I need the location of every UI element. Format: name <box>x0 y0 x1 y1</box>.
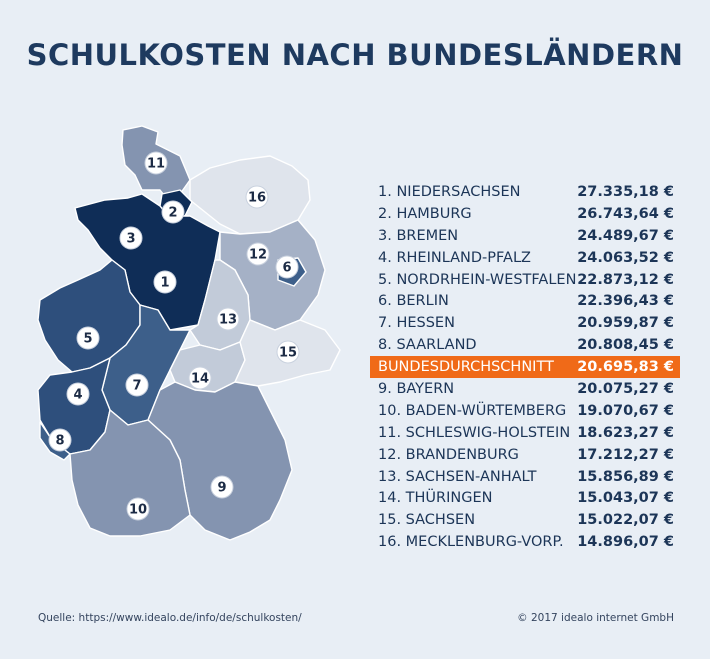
row-label: 11. SCHLESWIG-HOLSTEIN <box>378 424 571 441</box>
rank-badge-label: 14 <box>191 372 209 387</box>
rank-badge-label: 10 <box>129 503 147 518</box>
rank-badge-label: 5 <box>83 332 92 347</box>
row-label: 7. HESSEN <box>378 315 455 332</box>
row-value: 20.808,45 € <box>577 337 674 354</box>
row-label: 12. BRANDENBURG <box>378 446 519 463</box>
row-label: 10. BADEN-WÜRTEMBERG <box>378 402 567 419</box>
ranking-row: 9. BAYERN 20.075,27 € <box>370 378 680 400</box>
ranking-row: 7. HESSEN 20.959,87 € <box>370 312 680 334</box>
row-value: 20.075,27 € <box>577 380 674 397</box>
rank-badge-label: 11 <box>147 157 165 172</box>
row-label: 8. SAARLAND <box>378 337 477 354</box>
row-value: 27.335,18 € <box>577 183 674 200</box>
source-note: Quelle: https://www.idealo.de/info/de/sc… <box>38 612 302 624</box>
rank-badge-5: 5 <box>76 326 100 350</box>
row-value: 20.695,83 € <box>577 359 674 376</box>
rank-badge-14: 14 <box>188 366 212 390</box>
row-label: 14. THÜRINGEN <box>378 490 493 507</box>
average-row: BUNDESDURCHSCHNITT 20.695,83 € <box>370 356 680 379</box>
rank-badge-4: 4 <box>66 382 90 406</box>
ranking-row: 3. BREMEN 24.489,67 € <box>370 225 680 247</box>
page-title: SCHULKOSTEN NACH BUNDESLÄNDERN <box>26 38 684 72</box>
rank-badge-label: 7 <box>132 379 141 394</box>
row-value: 19.070,67 € <box>577 402 674 419</box>
row-label: 9. BAYERN <box>378 380 455 397</box>
rank-badge-9: 9 <box>210 475 234 499</box>
ranking-row: 10. BADEN-WÜRTEMBERG 19.070,67 € <box>370 400 680 422</box>
row-label: 6. BERLIN <box>378 293 449 310</box>
rank-badge-label: 6 <box>282 261 291 276</box>
row-value: 20.959,87 € <box>577 315 674 332</box>
ranking-row: 1. NIEDERSACHSEN 27.335,18 € <box>370 181 680 203</box>
rank-badge-15: 15 <box>276 340 300 364</box>
rank-badge-8: 8 <box>48 428 72 452</box>
rank-badge-10: 10 <box>126 497 150 521</box>
row-value: 15.043,07 € <box>577 490 674 507</box>
rank-badge-label: 3 <box>126 232 135 247</box>
row-value: 26.743,64 € <box>577 205 674 222</box>
rank-badge-label: 2 <box>168 206 177 221</box>
rank-badge-12: 12 <box>246 242 270 266</box>
ranking-row: 2. HAMBURG 26.743,64 € <box>370 203 680 225</box>
ranking-row: 12. BRANDENBURG 17.212,27 € <box>370 444 680 466</box>
region-10 <box>69 409 191 537</box>
row-value: 22.873,12 € <box>577 271 674 288</box>
row-value: 17.212,27 € <box>577 446 674 463</box>
row-value: 18.623,27 € <box>577 424 674 441</box>
ranking-table: 1. NIEDERSACHSEN 27.335,18 € 2. HAMBURG 26.… <box>370 181 680 553</box>
rank-badge-label: 12 <box>249 248 267 263</box>
row-value: 24.489,67 € <box>577 227 674 244</box>
rank-badge-11: 11 <box>144 151 168 175</box>
row-label: 13. SACHSEN-ANHALT <box>378 468 537 485</box>
rank-badge-6: 6 <box>275 255 299 279</box>
row-value: 15.856,89 € <box>577 468 674 485</box>
rank-badge-label: 1 <box>160 276 169 291</box>
row-label: 2. HAMBURG <box>378 205 472 222</box>
rank-badge-7: 7 <box>125 373 149 397</box>
ranking-row: 16. MECKLENBURG-VORP. 14.896,07 € <box>370 531 680 553</box>
ranking-row: 11. SCHLESWIG-HOLSTEIN 18.623,27 € <box>370 422 680 444</box>
row-value: 22.396,43 € <box>577 293 674 310</box>
rank-badge-label: 4 <box>73 388 82 403</box>
row-label: 5. NORDRHEIN-WESTFALEN <box>378 271 577 288</box>
row-label: 15. SACHSEN <box>378 512 476 529</box>
ranking-row: 5. NORDRHEIN-WESTFALEN 22.873,12 € <box>370 269 680 291</box>
rank-badge-3: 3 <box>119 226 143 250</box>
rank-badge-label: 16 <box>248 191 266 206</box>
rank-badge-1: 1 <box>153 270 177 294</box>
rank-badge-2: 2 <box>161 200 185 224</box>
ranking-row: 14. THÜRINGEN 15.043,07 € <box>370 487 680 509</box>
ranking-row: 6. BERLIN 22.396,43 € <box>370 290 680 312</box>
ranking-row: 15. SACHSEN 15.022,07 € <box>370 509 680 531</box>
rank-badge-label: 8 <box>55 434 64 449</box>
row-value: 14.896,07 € <box>577 534 674 551</box>
row-label: 3. BREMEN <box>378 227 459 244</box>
rank-badge-16: 16 <box>245 185 269 209</box>
rank-badge-label: 13 <box>219 313 237 328</box>
rank-badge-label: 9 <box>217 481 226 496</box>
row-label: 16. MECKLENBURG-VORP. <box>378 534 564 551</box>
ranking-row: 4. RHEINLAND-PFALZ 24.063,52 € <box>370 247 680 269</box>
copyright-note: © 2017 idealo internet GmbH <box>517 612 674 624</box>
row-label: BUNDESDURCHSCHNITT <box>378 359 554 376</box>
row-label: 4. RHEINLAND-PFALZ <box>378 249 531 266</box>
ranking-row: 13. SACHSEN-ANHALT 15.856,89 € <box>370 466 680 488</box>
row-value: 15.022,07 € <box>577 512 674 529</box>
rank-badge-13: 13 <box>216 307 240 331</box>
ranking-row: 8. SAARLAND 20.808,45 € <box>370 334 680 356</box>
row-label: 1. NIEDERSACHSEN <box>378 183 521 200</box>
rank-badge-label: 15 <box>279 346 297 361</box>
row-value: 24.063,52 € <box>577 249 674 266</box>
